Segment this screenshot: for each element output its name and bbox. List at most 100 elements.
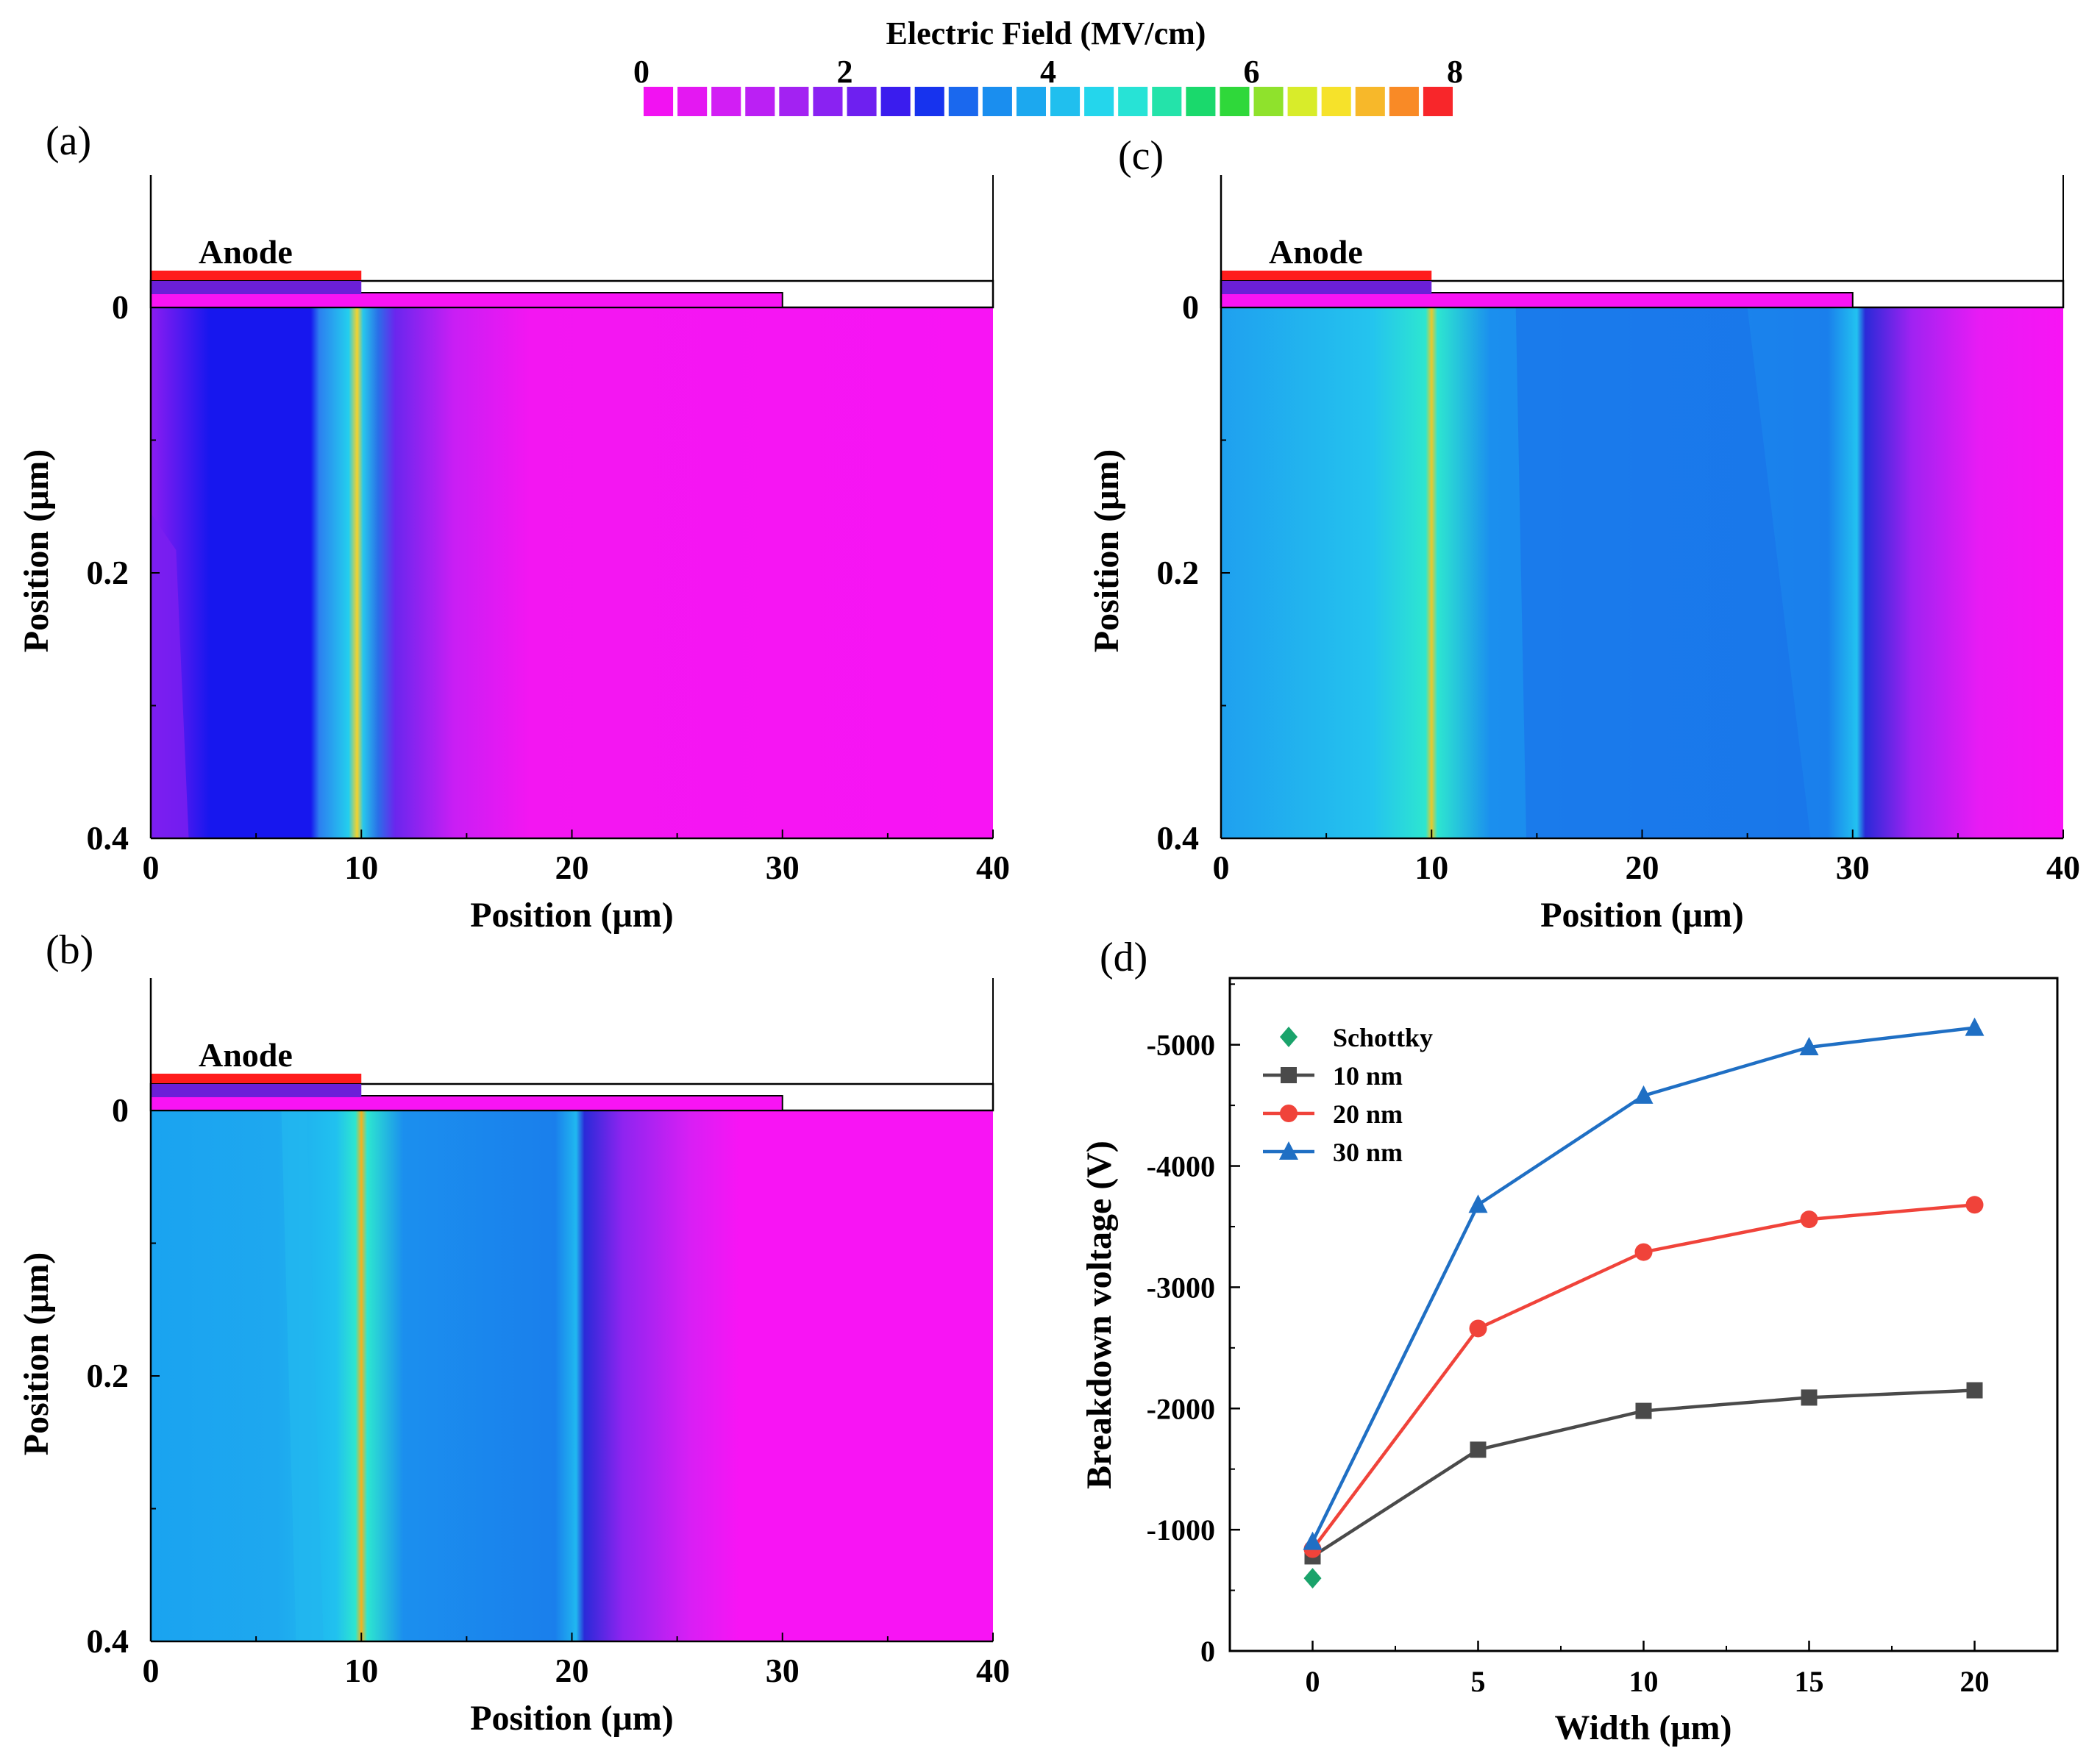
legend-label: 20 nm [1333, 1099, 1403, 1129]
x-tick-label: 40 [976, 1652, 1010, 1689]
field-contour [1515, 307, 1811, 838]
colorbar-cell [880, 87, 911, 116]
colorbar-cell [644, 87, 674, 116]
colorbar-ticks: 0 2 4 6 8 [633, 54, 1463, 90]
x-tick-label: 30 [1836, 849, 1870, 886]
panel-label-a: (a) [46, 118, 91, 164]
anode-label: Anode [199, 1036, 293, 1074]
data-point [1966, 1382, 1983, 1399]
colorbar-cell [1220, 87, 1250, 116]
colorbar-cell [745, 87, 775, 116]
y-tick-label: 0.2 [87, 1357, 129, 1394]
y-tick-label: 0.4 [87, 819, 129, 857]
y-tick-label: 0.2 [1157, 554, 1200, 591]
x-tick-label: 30 [766, 849, 800, 886]
data-point [1468, 1194, 1488, 1213]
colorbar-cell [711, 87, 741, 116]
chart-series [1303, 1017, 1985, 1589]
x-tick-label: 0 [1306, 1665, 1320, 1698]
chart-axes: 0 5 10 15 20 0 -1000 -2000 -3000 -4000 -5000 [1147, 983, 2058, 1698]
x-tick-label: 0 [143, 849, 160, 886]
x-tick-label: 10 [1629, 1665, 1659, 1698]
panel-label-d: (d) [1100, 935, 1147, 980]
y-tick-label: -4000 [1147, 1150, 1215, 1183]
legend-label: 10 nm [1333, 1061, 1403, 1091]
data-point [1469, 1319, 1487, 1338]
y-tick-label: -5000 [1147, 1029, 1215, 1062]
x-tick-label: 20 [555, 849, 589, 886]
colorbar-cell [1050, 87, 1081, 116]
panel-b-field-map: Anode 0 10 20 30 40 0 0.2 0.4 Position (μm) Positi… [17, 978, 1010, 1738]
x-tick-label: 0 [143, 1652, 160, 1689]
anode-label: Anode [1269, 233, 1363, 271]
legend-marker [1280, 1027, 1298, 1047]
field-region [151, 307, 993, 838]
colorbar-cell [1084, 87, 1114, 116]
anode-label: Anode [199, 233, 293, 271]
colorbar-tick-label: 2 [837, 54, 853, 90]
colorbar-tick-label: 0 [633, 54, 649, 90]
colorbar-tick-label: 4 [1040, 54, 1056, 90]
x-tick-label: 40 [976, 849, 1010, 886]
x-tick-label: 15 [1795, 1665, 1824, 1698]
schottky-point [1303, 1568, 1322, 1589]
colorbar-cell [847, 87, 877, 116]
colorbar-cell [779, 87, 809, 116]
y-tick-label: 0 [1182, 288, 1199, 326]
x-tick-label: 20 [1626, 849, 1659, 886]
legend-marker [1279, 1141, 1298, 1160]
field-region [151, 1110, 993, 1641]
y-tick-label: -1000 [1147, 1513, 1215, 1547]
data-point [1801, 1389, 1818, 1406]
field-plate [150, 292, 783, 308]
anode-contact-region [1221, 281, 1432, 294]
x-axis-label: Position (μm) [1540, 896, 1744, 935]
colorbar-cell [1016, 87, 1046, 116]
colorbar-cells [644, 87, 1453, 116]
data-point [1799, 1036, 1819, 1055]
anode-contact-region [151, 281, 362, 294]
y-tick-label: 0 [112, 288, 129, 326]
anode-electrode [151, 271, 362, 280]
data-point [1965, 1196, 1984, 1214]
legend-marker [1281, 1067, 1297, 1083]
data-point [1800, 1210, 1818, 1229]
anode-contact-region [151, 1084, 362, 1097]
series-line [1311, 1026, 1975, 1543]
x-tick-label: 10 [1414, 849, 1448, 886]
colorbar-cell [813, 87, 843, 116]
y-tick-label: 0.4 [87, 1622, 129, 1660]
legend-marker [1280, 1105, 1298, 1122]
x-tick-label: 20 [1960, 1665, 1990, 1698]
colorbar: Electric Field (MV/cm) 0 2 4 6 8 [633, 15, 1463, 116]
chart-legend: Schottky 10 nm 20 nm 30 nm [1263, 1023, 1433, 1167]
y-axis-label: Breakdown voltage (V) [1080, 1141, 1119, 1489]
x-axis-label: Position (μm) [470, 896, 674, 935]
y-tick-label: -3000 [1147, 1271, 1215, 1304]
field-contour [151, 513, 189, 838]
y-tick-label: 0 [1200, 1635, 1215, 1668]
data-point [1635, 1402, 1652, 1419]
panel-c-field-map: Anode 0 10 20 30 40 0 0.2 0.4 Position (μm) Positi… [1087, 175, 2080, 935]
colorbar-cell [914, 87, 944, 116]
anode-electrode [1221, 271, 1432, 280]
anode-electrode [151, 1074, 362, 1083]
panel-d-chart: 0 5 10 15 20 0 -1000 -2000 -3000 -4000 -5000 Schot… [1080, 977, 2059, 1747]
colorbar-cell [1423, 87, 1453, 116]
colorbar-cell [1118, 87, 1148, 116]
x-tick-label: 20 [555, 1652, 589, 1689]
field-plate [1220, 292, 1854, 308]
panel-label-b: (b) [46, 927, 93, 973]
y-axis-label: Position (μm) [17, 449, 56, 653]
x-axis-label: Width (μm) [1554, 1708, 1731, 1747]
legend-label: Schottky [1333, 1023, 1433, 1052]
colorbar-cell [677, 87, 708, 116]
colorbar-cell [1389, 87, 1419, 116]
x-tick-label: 10 [344, 849, 378, 886]
data-point [1965, 1017, 1985, 1036]
y-tick-label: 0.2 [87, 554, 129, 591]
x-axis-label: Position (μm) [470, 1699, 674, 1738]
x-tick-label: 10 [344, 1652, 378, 1689]
field-plate [150, 1095, 783, 1111]
